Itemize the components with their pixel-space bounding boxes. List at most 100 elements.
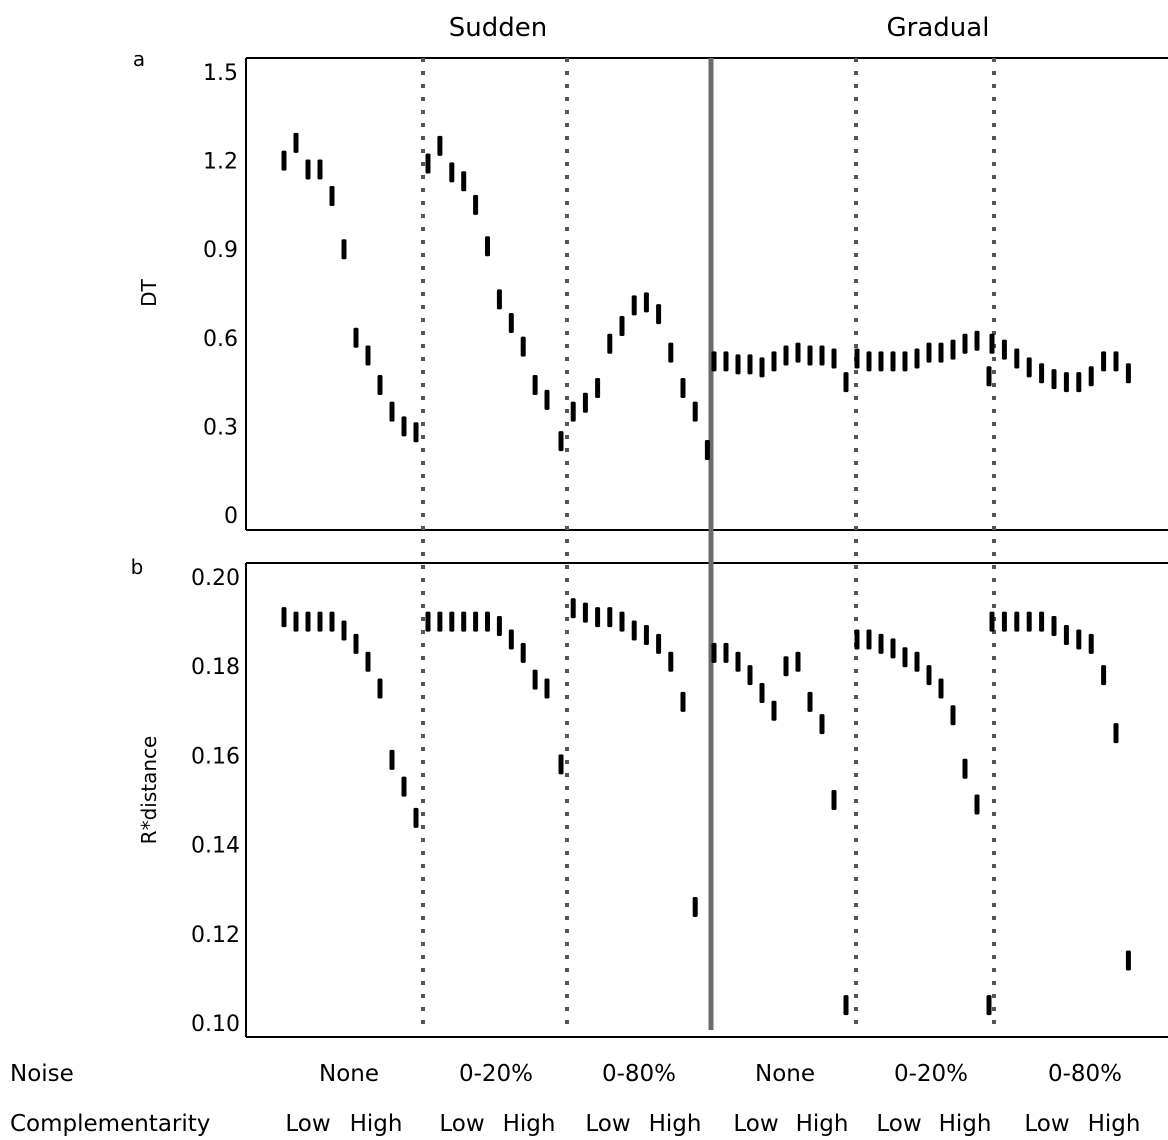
data-point	[619, 611, 625, 632]
complementarity-high-label: High	[1088, 1111, 1141, 1137]
data-point	[807, 345, 813, 366]
data-point	[1113, 723, 1119, 744]
data-point	[520, 336, 526, 357]
data-point	[582, 602, 588, 623]
data-point	[1014, 348, 1020, 369]
data-point	[401, 776, 407, 797]
data-point	[902, 351, 908, 372]
y-tick-label: 1.5	[203, 61, 238, 86]
data-point	[461, 171, 467, 192]
data-point	[317, 159, 323, 180]
data-point	[643, 624, 649, 645]
data-point	[293, 132, 299, 153]
data-point	[1076, 629, 1082, 650]
data-point	[1125, 950, 1131, 971]
data-point	[520, 642, 526, 663]
data-point	[449, 162, 455, 183]
data-point	[1101, 351, 1107, 372]
data-point	[595, 378, 601, 399]
data-point	[544, 678, 550, 699]
data-point	[962, 758, 968, 779]
data-point	[353, 633, 359, 654]
data-point	[989, 611, 995, 632]
data-point	[986, 366, 992, 387]
data-point	[989, 333, 995, 354]
noise-level-label: 0-80%	[1048, 1061, 1122, 1087]
data-point	[329, 186, 335, 207]
data-point	[938, 342, 944, 363]
y-tick-label: 0.3	[203, 415, 238, 440]
data-point	[831, 348, 837, 369]
data-point	[819, 345, 825, 366]
data-point	[377, 375, 383, 396]
complementarity-low-label: Low	[1024, 1111, 1069, 1137]
data-point	[819, 714, 825, 735]
data-point	[341, 239, 347, 260]
data-point	[1113, 351, 1119, 372]
noise-level-label: None	[755, 1061, 815, 1087]
data-point	[1125, 363, 1131, 384]
data-point	[281, 607, 287, 628]
y-axis-label-dt: DT	[137, 278, 161, 306]
data-point	[747, 665, 753, 686]
data-point	[353, 327, 359, 348]
complementarity-high-label: High	[350, 1111, 403, 1137]
data-point	[496, 616, 502, 637]
data-point	[938, 678, 944, 699]
row-label-noise: Noise	[10, 1061, 74, 1087]
data-point	[389, 401, 395, 422]
noise-level-label: None	[319, 1061, 379, 1087]
data-point	[293, 611, 299, 632]
data-point	[582, 392, 588, 413]
data-point	[843, 995, 849, 1016]
data-point	[437, 611, 443, 632]
y-tick-label: 0.6	[203, 327, 238, 352]
data-point	[950, 339, 956, 360]
data-point	[365, 651, 371, 672]
data-point	[680, 378, 686, 399]
data-point	[1051, 369, 1057, 390]
data-point	[783, 345, 789, 366]
data-point	[1063, 624, 1069, 645]
data-point	[508, 313, 514, 334]
data-point	[692, 401, 698, 422]
data-point	[866, 351, 872, 372]
data-point	[1063, 372, 1069, 393]
data-point	[631, 295, 637, 316]
data-point	[485, 611, 490, 632]
data-point	[544, 389, 550, 410]
column-title-sudden: Sudden	[449, 13, 547, 43]
column-title-gradual: Gradual	[887, 13, 990, 43]
data-point	[643, 292, 649, 313]
data-point	[389, 749, 395, 770]
complementarity-high-label: High	[939, 1111, 992, 1137]
complementarity-high-label: High	[503, 1111, 556, 1137]
data-point	[1039, 363, 1045, 384]
data-point	[570, 401, 576, 422]
y-tick-label: 1.2	[203, 150, 238, 175]
data-point	[704, 440, 710, 461]
data-point	[532, 375, 538, 396]
data-point	[281, 150, 287, 171]
data-point	[890, 638, 896, 659]
data-point	[341, 620, 347, 641]
noise-level-label: 0-20%	[459, 1061, 533, 1087]
complementarity-low-label: Low	[733, 1111, 778, 1137]
complementarity-low-label: Low	[285, 1111, 330, 1137]
data-point	[747, 354, 753, 375]
data-point	[656, 304, 662, 325]
data-point	[723, 351, 729, 372]
data-point	[558, 754, 564, 775]
data-point	[668, 651, 674, 672]
y-axis-label-r-distance: R*distance	[137, 736, 161, 845]
data-point	[1026, 357, 1032, 378]
data-point	[365, 345, 371, 366]
data-point	[607, 607, 613, 628]
complementarity-low-label: Low	[876, 1111, 921, 1137]
data-point	[974, 330, 980, 351]
data-point	[377, 678, 383, 699]
data-point	[926, 342, 932, 363]
y-tick-label: 0.9	[203, 238, 238, 263]
data-point	[986, 995, 992, 1016]
